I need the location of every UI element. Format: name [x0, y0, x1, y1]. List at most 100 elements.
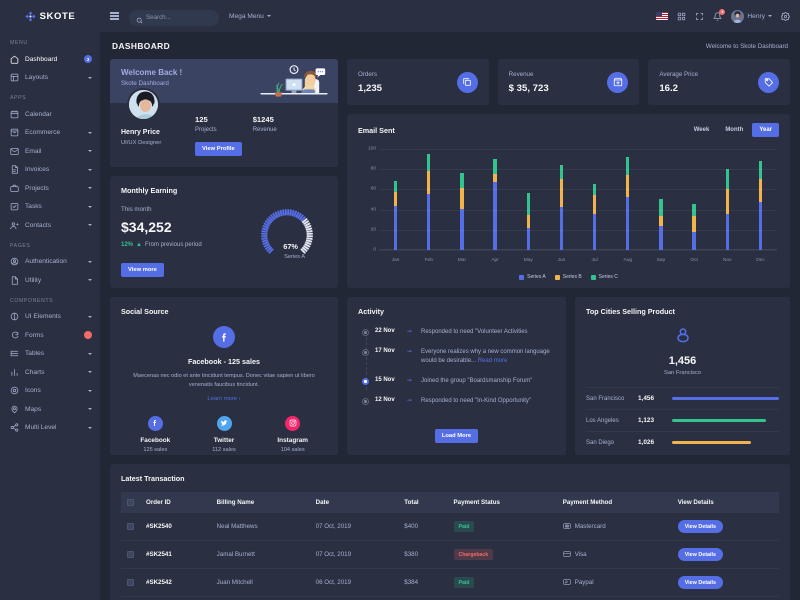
y-axis-tick: 80	[370, 166, 376, 172]
sidebar-item-calendar[interactable]: Calendar	[0, 105, 100, 124]
sidebar-item-ui-elements[interactable]: UI Elements	[0, 308, 100, 327]
chart-icon	[10, 368, 19, 377]
x-axis-tick: Oct	[690, 258, 698, 263]
social-item-twitter[interactable]: Twitter 112 sales	[190, 414, 259, 453]
cell-order-id: #SK2540	[140, 513, 211, 541]
city-hero-label: San Francisco	[663, 370, 702, 376]
sidebar-item-label: Tasks	[25, 203, 42, 211]
cell-order-id: #SK2542	[140, 568, 211, 597]
table-col-payment-status: Payment Status	[447, 492, 557, 513]
row-checkbox[interactable]	[127, 523, 134, 530]
bar-segment	[493, 182, 497, 250]
row-checkbox-cell[interactable]	[121, 540, 140, 569]
view-more-button[interactable]: View more	[121, 263, 164, 277]
cell-view-details[interactable]: View Details	[671, 540, 779, 569]
chart-toggle-month[interactable]: Month	[725, 127, 744, 133]
city-value: 1,123	[638, 417, 654, 424]
activity-item[interactable]: 22 Nov ➞ Responded to need "Volunteer Acti…	[362, 328, 555, 337]
map-pin-icon	[673, 328, 693, 349]
sidebar-item-tables[interactable]: Tables	[0, 345, 100, 364]
sidebar-item-email[interactable]: Email	[0, 142, 100, 161]
sidebar-item-ecommerce[interactable]: Ecommerce	[0, 124, 100, 143]
search-box[interactable]	[129, 6, 219, 26]
sidebar-item-icons[interactable]: Icons	[0, 382, 100, 401]
row-checkbox[interactable]	[127, 579, 134, 586]
profile-stats: 125 Projects $1245 Revenue View Profile	[195, 103, 327, 167]
y-axis-tick: 100	[367, 146, 376, 152]
view-details-button[interactable]: View Details	[677, 576, 724, 589]
read-more-link[interactable]: Read more	[477, 358, 508, 364]
chart-plot: Jan Feb Mar Apr May Jun Jul Aug Sep Oct Nov Dec 0 20…	[368, 147, 777, 263]
cell-view-details[interactable]: View Details	[671, 568, 779, 597]
cell-date: 07 Oct, 2019	[309, 513, 399, 541]
hamburger-icon[interactable]	[110, 12, 119, 20]
view-details-button[interactable]: View Details	[677, 548, 724, 561]
profile-role: UI/UX Designer	[121, 140, 162, 146]
select-all-checkbox[interactable]	[127, 499, 134, 506]
bar-segment	[659, 225, 663, 250]
chart-toggle-week[interactable]: Week	[693, 127, 710, 133]
profile-stat: $1245 Revenue	[253, 115, 277, 133]
gridline	[379, 229, 777, 231]
sidebar-item-projects[interactable]: Projects	[0, 179, 100, 198]
legend-swatch	[519, 274, 525, 280]
user-name: Henry	[747, 12, 765, 20]
table-select-all-header[interactable]	[121, 492, 140, 513]
brand-logo-link[interactable]: SKOTE	[0, 0, 100, 32]
sidebar-item-forms[interactable]: Forms	[0, 326, 100, 345]
fullscreen-icon[interactable]	[695, 12, 704, 21]
sidebar-item-utility[interactable]: Utility	[0, 271, 100, 290]
row-checkbox-cell[interactable]	[121, 596, 140, 600]
sidebar-item-maps[interactable]: Maps	[0, 400, 100, 419]
user-menu[interactable]: Henry	[731, 9, 772, 23]
learn-more-link[interactable]: Learn more ›	[121, 396, 327, 402]
monthly-earning-card: Monthly Earning This month $34,252 12% ▲…	[110, 176, 338, 288]
sidebar-item-multi-level[interactable]: Multi Level	[0, 419, 100, 438]
bar-segment	[626, 157, 630, 176]
row-checkbox-cell[interactable]	[121, 568, 140, 597]
mega-menu-button[interactable]: Mega Menu	[229, 13, 271, 20]
sidebar-item-authentication[interactable]: Authentication	[0, 253, 100, 272]
stat-label: Revenue	[508, 70, 534, 78]
legend-label: Series B	[562, 274, 582, 280]
load-more-button[interactable]: Load More	[434, 429, 479, 443]
view-details-button[interactable]: View Details	[677, 520, 724, 533]
table-col-payment-method: Payment Method	[556, 492, 672, 513]
bar-segment	[559, 206, 564, 250]
sidebar-item-contacts[interactable]: Contacts	[0, 216, 100, 235]
legend-item[interactable]: Series C	[590, 274, 618, 280]
sidebar-item-dashboard[interactable]: Dashboard 3	[0, 50, 100, 69]
cell-view-details[interactable]: View Details	[671, 596, 779, 600]
row-checkbox-cell[interactable]	[121, 513, 140, 541]
row-checkbox[interactable]	[127, 551, 134, 558]
sidebar-item-charts[interactable]: Charts	[0, 363, 100, 382]
sidebar-item-invoices[interactable]: Invoices	[0, 161, 100, 180]
timeline-dot-icon	[362, 378, 369, 385]
skote-logo-icon	[25, 10, 36, 22]
sidebar-item-label: Multi Level	[25, 424, 57, 432]
stat-label: Revenue	[252, 127, 277, 133]
social-item-facebook[interactable]: Facebook 125 sales	[121, 414, 190, 453]
sidebar-item-layouts[interactable]: Layouts	[0, 69, 100, 88]
cell-view-details[interactable]: View Details	[671, 513, 779, 541]
activity-item[interactable]: 15 Nov ➞ Joined the group "Boardsmanship F…	[362, 377, 555, 386]
view-profile-button[interactable]: View Profile	[195, 142, 242, 156]
legend-item[interactable]: Series A	[519, 274, 546, 280]
home-icon	[10, 55, 19, 64]
sidebar-item-tasks[interactable]: Tasks	[0, 198, 100, 217]
bar-segment	[393, 205, 398, 250]
status-badge: Chargeback	[453, 549, 494, 560]
bar-group: Jul	[578, 149, 611, 263]
us-flag-icon[interactable]	[656, 12, 669, 20]
bar-group: Mar	[445, 149, 478, 263]
chart-toggle-year[interactable]: Year	[752, 123, 779, 137]
search-input[interactable]	[129, 9, 219, 26]
bell-icon[interactable]: 3	[713, 8, 726, 21]
x-axis-tick: Aug	[623, 258, 633, 263]
gear-icon[interactable]	[781, 11, 790, 21]
activity-item[interactable]: 12 Nov ➞ Responded to need "In-Kind Opport…	[362, 397, 555, 406]
activity-item[interactable]: 17 Nov ➞ Everyone realizes why a new commo…	[362, 348, 555, 366]
legend-item[interactable]: Series B	[554, 274, 582, 280]
apps-grid-icon[interactable]	[677, 12, 686, 21]
social-item-instagram[interactable]: Instagram 104 sales	[258, 414, 327, 453]
